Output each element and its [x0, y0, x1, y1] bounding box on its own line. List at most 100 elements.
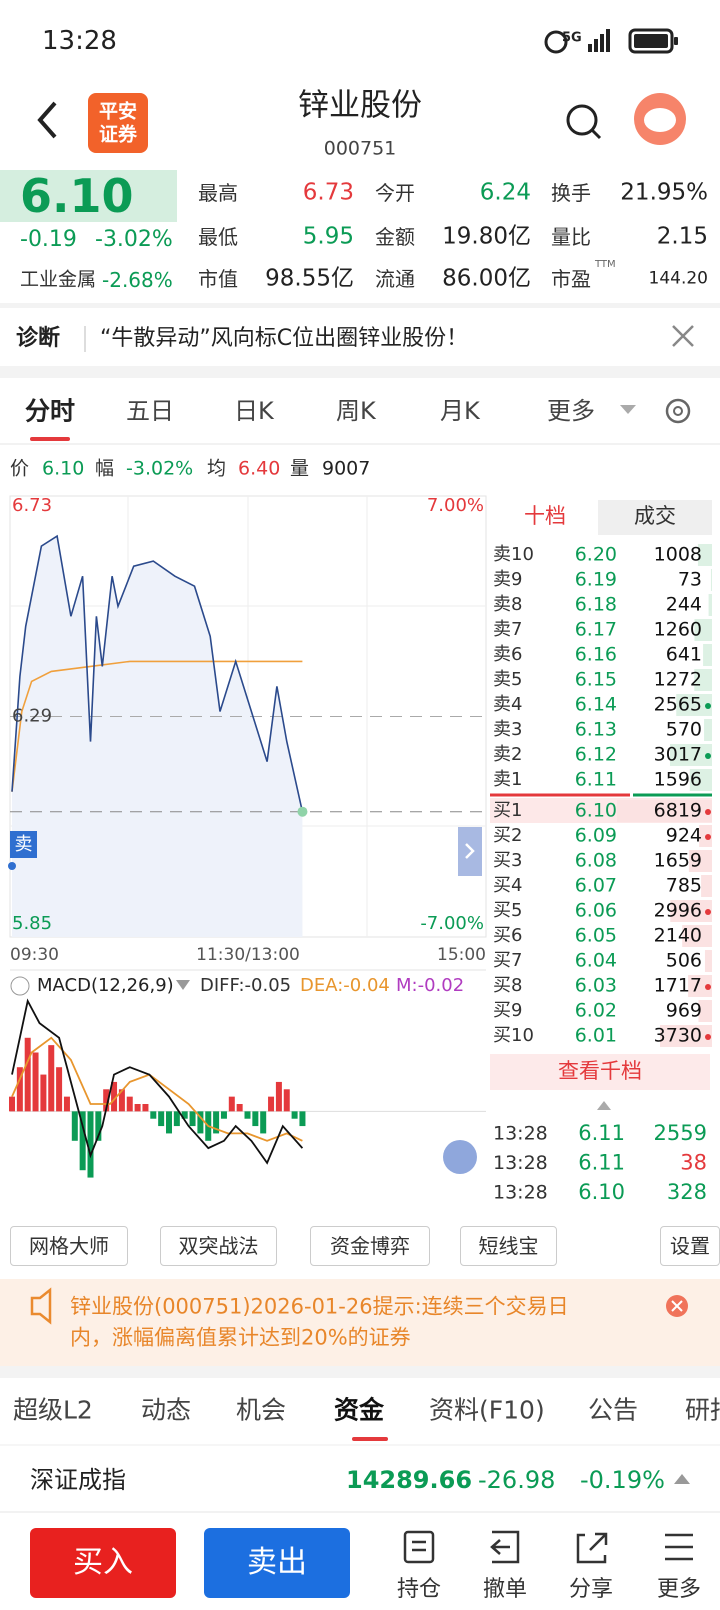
- chart-tab[interactable]: 五日: [126, 397, 174, 425]
- macd-bar: [79, 1111, 86, 1171]
- trade-volume: 2559: [654, 1121, 707, 1145]
- status-icons: [544, 28, 678, 54]
- buy-button[interactable]: 买入: [73, 1545, 133, 1580]
- level-label: 买1: [493, 800, 522, 821]
- macd-bar: [9, 1096, 15, 1112]
- stat-label: 市值: [198, 267, 238, 291]
- trade-price: 6.11: [578, 1121, 625, 1145]
- section-tab[interactable]: 资金: [334, 1395, 385, 1425]
- level-volume: 1272: [654, 669, 702, 691]
- tool-label: 双突战法: [178, 1234, 259, 1258]
- info-value: 6.10: [42, 457, 85, 480]
- macd-bar: [24, 1037, 31, 1112]
- macd-bar: [63, 1096, 70, 1112]
- volume-bar: [710, 569, 712, 591]
- tool-button[interactable]: [310, 1226, 430, 1266]
- avatar-face: [644, 108, 676, 132]
- gap: [0, 1366, 720, 1378]
- macd-bar: [291, 1111, 298, 1119]
- macd-bar: [220, 1111, 227, 1119]
- diff-label: DIFF:-0.05: [200, 975, 291, 996]
- nav-item[interactable]: 持仓: [396, 1577, 442, 1602]
- sell-button-bg[interactable]: [204, 1528, 350, 1598]
- price-box: [0, 170, 177, 222]
- level-label: 卖1: [493, 769, 522, 790]
- settings-icon[interactable]: [665, 398, 691, 424]
- chart-tab[interactable]: 日K: [234, 397, 274, 425]
- search-icon[interactable]: [566, 104, 598, 136]
- stat-value: 98.55亿: [265, 265, 354, 292]
- section-tab[interactable]: 机会: [236, 1395, 287, 1425]
- book-tab[interactable]: 十档: [524, 504, 566, 528]
- more-button-bg[interactable]: [490, 1054, 710, 1090]
- section-tab[interactable]: 动态: [141, 1395, 192, 1425]
- level-price: 6.13: [575, 719, 617, 741]
- info-label: 均: [207, 457, 227, 480]
- level-label: 买3: [493, 850, 522, 871]
- fullscreen-button[interactable]: [443, 1140, 477, 1174]
- gap: [0, 366, 720, 378]
- nav-item[interactable]: 更多: [656, 1577, 702, 1602]
- stat-value: 21.95%: [620, 179, 708, 206]
- stat-label: 换手: [551, 181, 591, 205]
- level-price: 6.14: [575, 694, 617, 716]
- section-tab[interactable]: 公告: [588, 1395, 639, 1425]
- volume-bar: [694, 619, 712, 641]
- level-label: 卖2: [493, 744, 522, 765]
- info-value: -3.02%: [126, 457, 194, 480]
- diagnosis-text[interactable]: “牛散异动”风向标C位出圈锌业股份！: [100, 326, 469, 351]
- stat-value: 5.95: [302, 223, 354, 250]
- logo-bg: [88, 93, 148, 153]
- stat-label: 流通: [375, 267, 415, 291]
- nav-icons: [403, 1530, 693, 1564]
- volume-bar: [660, 1025, 712, 1047]
- trade-price: 6.11: [578, 1151, 625, 1175]
- level-dot: [705, 703, 711, 709]
- macd-bar: [189, 1111, 196, 1127]
- sector: 工业金属: [20, 268, 97, 291]
- level-volume: 2140: [654, 925, 702, 947]
- level-volume: 641: [666, 644, 702, 666]
- y-max-label: 6.73: [12, 495, 52, 516]
- buy-button-bg[interactable]: [30, 1528, 176, 1598]
- diagnosis-label: 诊断: [16, 326, 61, 351]
- chart-tab[interactable]: 周K: [336, 397, 376, 425]
- info-value: 6.40: [238, 457, 281, 480]
- level-price: 6.17: [575, 619, 617, 641]
- macd-bar: [158, 1111, 165, 1127]
- macd-label: MACD(12,26,9): [37, 975, 174, 996]
- level-volume: 506: [666, 950, 702, 972]
- prev-close-label: 6.29: [12, 706, 52, 727]
- chart-tab[interactable]: 月K: [440, 397, 480, 425]
- book-tab[interactable]: 成交: [634, 504, 676, 528]
- nav-item[interactable]: 撤单: [482, 1577, 528, 1602]
- level-price: 6.16: [575, 644, 617, 666]
- volume-bar: [694, 669, 712, 691]
- index-value: 14289.66: [346, 1466, 473, 1494]
- section-tab[interactable]: 资料(F10): [429, 1395, 545, 1425]
- level-price: 6.09: [575, 825, 617, 847]
- trade-time: 13:28: [493, 1182, 548, 1204]
- index-pct: -0.19%: [580, 1466, 665, 1494]
- tool-button[interactable]: [460, 1226, 557, 1266]
- sell-button[interactable]: 卖出: [247, 1545, 307, 1580]
- back-icon[interactable]: [37, 101, 57, 139]
- tool-button[interactable]: [10, 1226, 128, 1266]
- macd-bar: [126, 1096, 133, 1112]
- badge-label: 卖: [15, 834, 33, 855]
- section-tab[interactable]: 超级L2: [13, 1395, 93, 1425]
- close-icon[interactable]: [672, 325, 694, 347]
- macd-bar: [275, 1081, 282, 1112]
- y-min-label: 5.85: [12, 913, 52, 934]
- volume-bar: [708, 594, 712, 616]
- m-label: M:-0.02: [396, 975, 464, 996]
- tool-button[interactable]: [160, 1226, 277, 1266]
- level-label: 卖5: [493, 669, 522, 690]
- macd-bar: [283, 1089, 290, 1112]
- chart-tab[interactable]: 分时: [25, 396, 76, 426]
- section-tab[interactable]: 研报: [685, 1395, 720, 1425]
- chart-tab[interactable]: 更多: [547, 397, 595, 425]
- nav-item[interactable]: 分享: [568, 1577, 614, 1602]
- macd-bar: [228, 1096, 235, 1112]
